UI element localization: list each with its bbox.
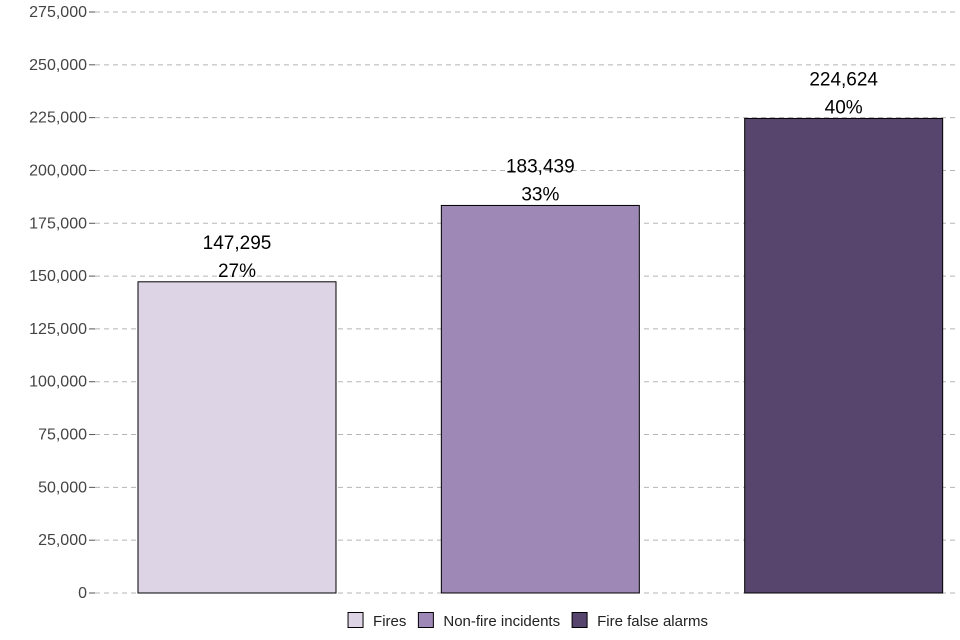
y-tick-label: 125,000 — [29, 321, 87, 338]
bar-percent-label: 27% — [218, 261, 256, 282]
y-tick-label: 100,000 — [29, 374, 87, 391]
legend: Fires Non-fire incidents Fire false alarms — [347, 612, 708, 630]
y-tick-label: 50,000 — [38, 479, 87, 496]
y-tick-label: 75,000 — [38, 427, 87, 444]
y-tick-label: 0 — [78, 585, 87, 602]
legend-label: Fire false alarms — [597, 613, 708, 630]
bar — [137, 281, 337, 594]
legend-item: Non-fire incidents — [417, 612, 560, 630]
legend-label: Fires — [373, 613, 406, 630]
y-axis-ticks: 0 25,000 50,000 75,000 100,000 125,000 150,000… — [29, 4, 95, 602]
bar — [440, 204, 640, 594]
bar-percent-label: 40% — [825, 97, 863, 118]
legend-swatch — [347, 612, 364, 628]
legend-item: Fire false alarms — [571, 612, 708, 630]
y-tick-label: 200,000 — [29, 162, 87, 179]
bar — [744, 117, 944, 594]
legend-swatch — [417, 612, 434, 628]
y-tick-label: 25,000 — [38, 532, 87, 549]
bar-percent-label: 33% — [521, 184, 559, 205]
y-tick-label: 225,000 — [29, 110, 87, 127]
y-tick-label: 250,000 — [29, 57, 87, 74]
bar-value-label: 224,624 — [809, 69, 878, 90]
bar-value-label: 183,439 — [506, 156, 575, 177]
data-labels: 27% 147,295 33% 183,439 40% 224,624 — [203, 69, 879, 281]
y-tick-label: 275,000 — [29, 4, 87, 21]
y-tick-label: 150,000 — [29, 268, 87, 285]
legend-item: Fires — [347, 612, 406, 630]
legend-swatch — [571, 612, 588, 628]
legend-label: Non-fire incidents — [443, 613, 560, 630]
bars — [137, 117, 944, 594]
y-tick-label: 175,000 — [29, 215, 87, 232]
bar-value-label: 147,295 — [203, 233, 272, 254]
